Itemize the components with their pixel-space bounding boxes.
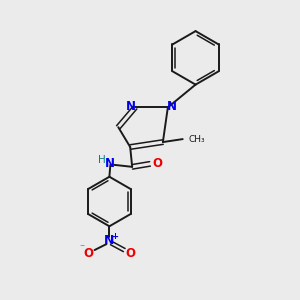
Text: N: N bbox=[167, 100, 177, 113]
Text: +: + bbox=[111, 232, 118, 241]
Text: CH₃: CH₃ bbox=[189, 135, 205, 144]
Text: ⁻: ⁻ bbox=[79, 243, 84, 253]
Text: N: N bbox=[126, 100, 136, 113]
Text: H: H bbox=[98, 155, 105, 165]
Text: O: O bbox=[84, 247, 94, 260]
Text: N: N bbox=[104, 158, 114, 170]
Text: N: N bbox=[104, 234, 115, 247]
Text: O: O bbox=[125, 247, 135, 260]
Text: O: O bbox=[152, 158, 162, 170]
